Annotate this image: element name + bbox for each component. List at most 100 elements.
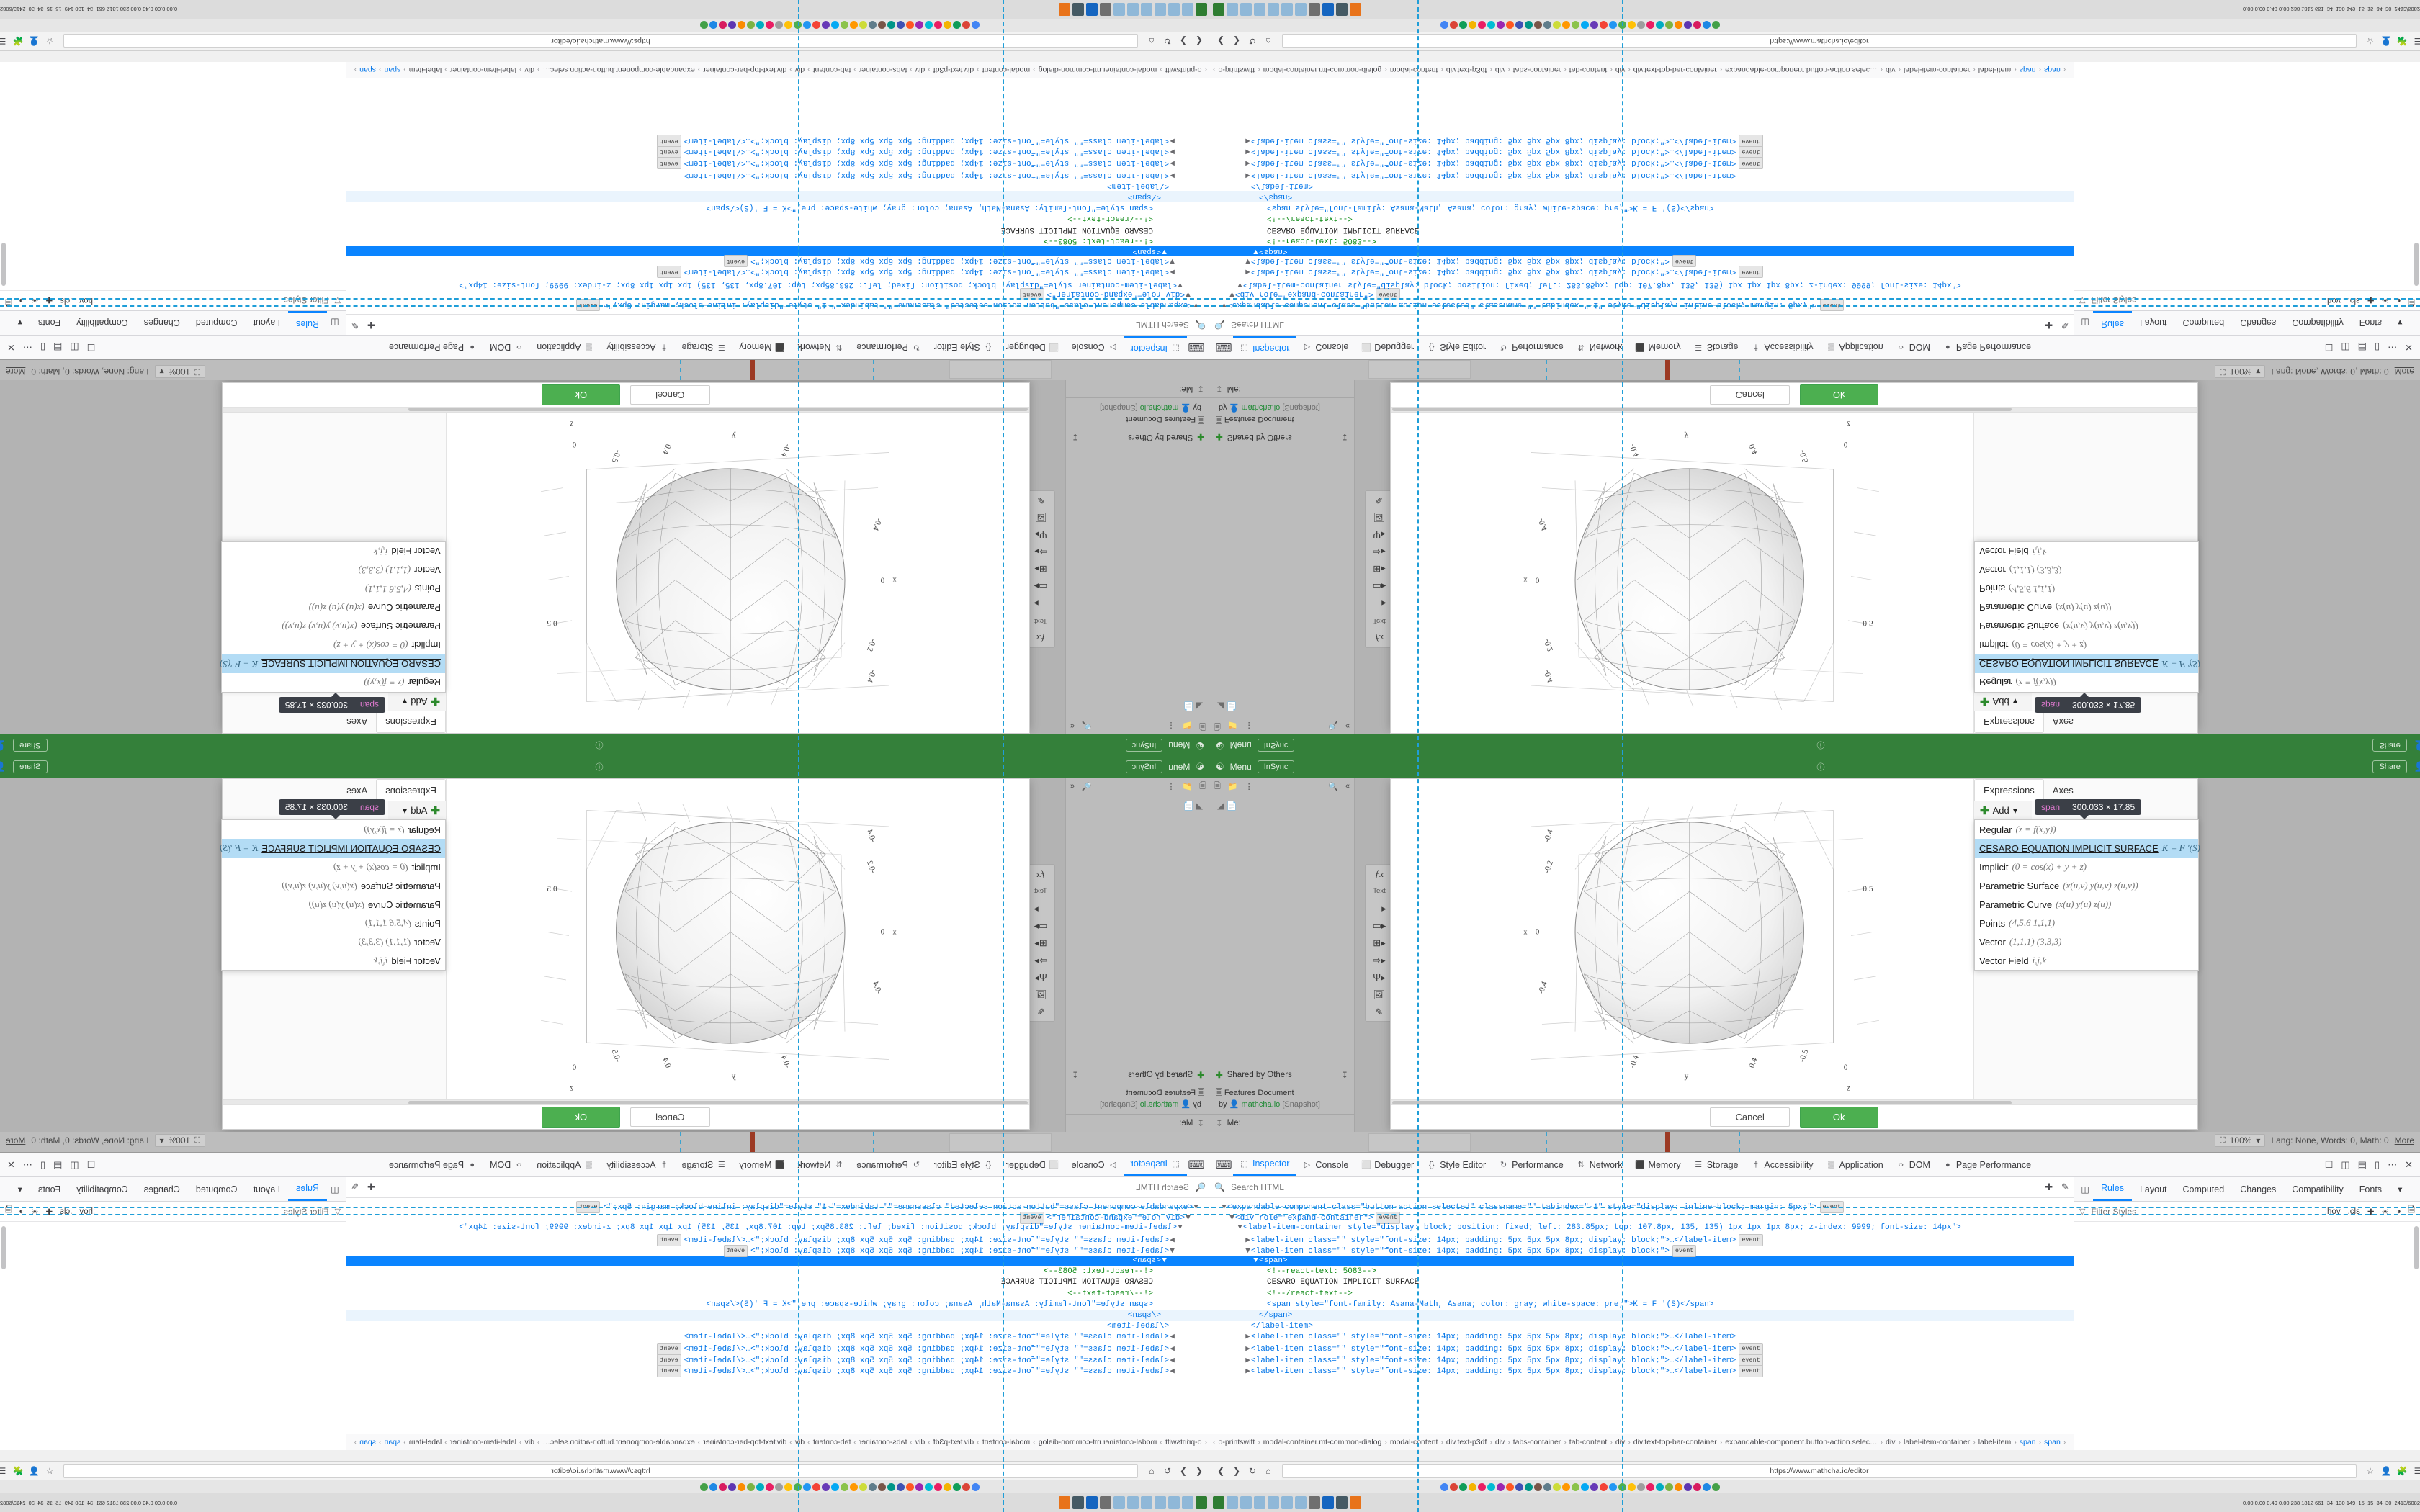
table-tool[interactable]: ⊞▸ (1034, 937, 1047, 948)
hover-pseudo-button[interactable]: :hov (2324, 1207, 2341, 1216)
devtools-tab-network[interactable]: ⇅ Network (1570, 1153, 1629, 1176)
ok-button[interactable]: Ok (542, 384, 621, 406)
dom-node-5[interactable]: ▼<span> (346, 1255, 1210, 1267)
breadcrumb-item-14[interactable]: span (2044, 66, 2061, 74)
more-vertical-icon[interactable]: ⋮ (1245, 782, 1253, 791)
browser-tab-favicon[interactable] (1506, 1482, 1514, 1491)
devtools-tab-performance[interactable]: ↻ Performance (1492, 1153, 1570, 1176)
browser-tab-favicon[interactable] (1675, 1482, 1682, 1491)
new-folder-icon[interactable]: 📁 (1182, 721, 1193, 730)
forward-arrow-icon[interactable]: ❯ (1232, 36, 1241, 46)
text-tool[interactable]: Text (1373, 617, 1386, 625)
axis-tool[interactable]: Ψ▸ (1034, 971, 1047, 983)
chevron-double-down-icon[interactable]: ↧ (1072, 432, 1079, 441)
split-console-icon[interactable]: ◫ (2341, 342, 2350, 354)
dom-node-10[interactable]: </span> (346, 190, 1210, 202)
insync-button[interactable]: InSync (1257, 739, 1295, 752)
dom-node-6[interactable]: <!--react-text: 5083--> (1210, 235, 2074, 246)
breadcrumb-item-8[interactable]: div.text-top-bar-container (1633, 66, 1717, 74)
dropdown-item-2[interactable]: Implicit (0 = cos(x) + y + z) (1975, 636, 2198, 654)
url-bar[interactable]: https://www.mathcha.io/editor (1282, 34, 2357, 48)
back-arrow-icon[interactable]: ❮ (1216, 1466, 1225, 1476)
shared-document-item[interactable]: 🗏 Features Document by 👤 mathcha.io [Sna… (1210, 1084, 1354, 1114)
rules-scrollbar[interactable] (1, 243, 6, 286)
dropdown-item-6[interactable]: Vector (1,1,1) (3,3,3) (1975, 561, 2198, 580)
twisty-icon[interactable]: ▼ (1237, 279, 1242, 289)
taskbar-app-icon[interactable] (1113, 1496, 1125, 1509)
fullscreen-icon[interactable]: ⛶ (194, 1135, 200, 1145)
zoom-level[interactable]: 100% (168, 366, 191, 377)
browser-tab-favicon[interactable] (1646, 21, 1654, 30)
shared-document-item[interactable]: 🗏 Features Document by 👤 mathcha.io [Sna… (1210, 398, 1354, 428)
rules-tabs-overflow-icon[interactable]: ▾ (2398, 318, 2403, 328)
plot-canvas[interactable]: 0 x -0.2 -0.4 -0.4 y -0.4 0.4 (447, 412, 1029, 733)
browser-tab-favicon[interactable] (728, 21, 736, 30)
breadcrumb-item-2[interactable]: modal-content (982, 66, 1031, 74)
breadcrumb-item-2[interactable]: modal-content (982, 1438, 1031, 1446)
new-file-icon[interactable]: 🗎 (1214, 721, 1221, 731)
devtools-tab-style-editor[interactable]: {} Style Editor (1420, 1153, 1492, 1176)
new-folder-icon[interactable]: 📁 (1227, 782, 1238, 791)
breadcrumb-item-1[interactable]: modal-container.mt-common-dialog (1038, 66, 1157, 74)
rules-tab-rules[interactable]: Rules (288, 311, 327, 335)
document-author[interactable]: mathcha.io (1139, 1100, 1179, 1109)
breadcrumb-item-13[interactable]: span (384, 66, 401, 74)
browser-tab-favicon[interactable] (859, 1482, 867, 1491)
rectangle-tool[interactable]: ▭▸ (1372, 581, 1386, 593)
breadcrumb-item-7[interactable]: div (794, 1438, 805, 1446)
browser-tab-favicon[interactable] (841, 21, 848, 30)
tab-axes[interactable]: Axes (346, 784, 368, 796)
devtools-tab-memory[interactable]: ⬛ Memory (732, 336, 791, 359)
dropdown-item-0[interactable]: Regular (z = f(x,y)) (1975, 820, 2198, 839)
devtools-tab-console[interactable]: ▷ Console (1296, 336, 1355, 359)
dom-node-13[interactable]: ▶<label-item class="" style="font-size: … (1210, 156, 2074, 169)
browser-tab-favicon[interactable] (1506, 21, 1514, 30)
dom-node-2[interactable]: ▼<label-item-container style="display: b… (346, 1223, 1210, 1233)
search-html-input[interactable] (1229, 319, 1448, 330)
sun-icon[interactable]: ☀ (2381, 295, 2389, 305)
taskbar-app-icon[interactable] (1086, 1496, 1098, 1509)
back-arrow-icon[interactable]: ❮ (1216, 36, 1225, 46)
new-folder-icon[interactable]: 📁 (1182, 782, 1193, 791)
devtools-tab-memory[interactable]: ⬛ Memory (1629, 1153, 1688, 1176)
account-icon[interactable]: 👤 (28, 1466, 40, 1476)
browser-tab-favicon[interactable] (1450, 21, 1458, 30)
devtools-tab-storage[interactable]: ☰ Storage (676, 336, 733, 359)
element-picker-icon[interactable]: ⌨ (1188, 341, 1205, 354)
shared-document-item[interactable]: 🗏 Features Document by 👤 mathcha.io [Sna… (1066, 398, 1210, 428)
plus-icon[interactable]: ✚ (1216, 432, 1223, 441)
document-author[interactable]: mathcha.io (1241, 1100, 1281, 1109)
dom-node-7[interactable]: CESARO EQUATION IMPLICIT SURFACE (346, 1277, 1210, 1288)
twisty-icon[interactable]: ▶ (1170, 170, 1175, 179)
meatball-menu-icon[interactable]: ⋯ (22, 342, 32, 354)
more-link[interactable]: More (2394, 366, 2414, 377)
bookmark-star-icon[interactable]: ☆ (2366, 36, 2375, 46)
browser-tab-favicon[interactable] (1703, 21, 1711, 30)
dom-node-9[interactable]: <span style="font-family: Asana-Math, As… (1210, 1300, 2074, 1310)
devtools-tab-inspector[interactable]: ⬚ Inspector (1233, 1153, 1296, 1176)
rules-tab-rules[interactable]: Rules (2093, 1177, 2132, 1201)
browser-tab-favicon[interactable] (878, 1482, 886, 1491)
browser-tab-favicon[interactable] (738, 1482, 745, 1491)
dom-node-15[interactable]: ▶<label-item class="" style="font-size: … (1210, 1364, 2074, 1378)
responsive-design-icon[interactable]: ☐ (86, 1158, 96, 1170)
event-badge[interactable]: event (657, 266, 681, 279)
event-badge[interactable]: event (1672, 255, 1697, 268)
sidebar-toggle-icon[interactable]: ◫ (2081, 318, 2089, 328)
plus-icon[interactable]: ✚ (367, 320, 375, 330)
search-icon[interactable]: 🔍 (1328, 782, 1338, 791)
browser-tab-favicon[interactable] (869, 1482, 877, 1491)
rules-tab-layout[interactable]: Layout (253, 1184, 281, 1194)
twisty-icon[interactable]: ▶ (1170, 147, 1175, 156)
pencil-icon[interactable]: ✎ (351, 1182, 359, 1192)
browser-tab-favicon[interactable] (953, 1482, 961, 1491)
twisty-icon[interactable]: ▼ (1237, 1223, 1242, 1233)
element-picker-icon[interactable]: ⌨ (1215, 1158, 1232, 1171)
taskbar-firefox-icon[interactable] (1350, 1496, 1361, 1509)
taskbar-app-icon[interactable] (1127, 1496, 1139, 1509)
close-icon[interactable]: ✕ (7, 342, 15, 354)
dropdown-item-4[interactable]: Parametric Curve (x(u) y(u) z(u)) (222, 895, 445, 914)
arrow-tool[interactable]: ⇨▸ (1373, 546, 1386, 558)
devtools-tab-style-editor[interactable]: {} Style Editor (1420, 336, 1492, 359)
breadcrumb-item-10[interactable]: div (1886, 66, 1896, 74)
